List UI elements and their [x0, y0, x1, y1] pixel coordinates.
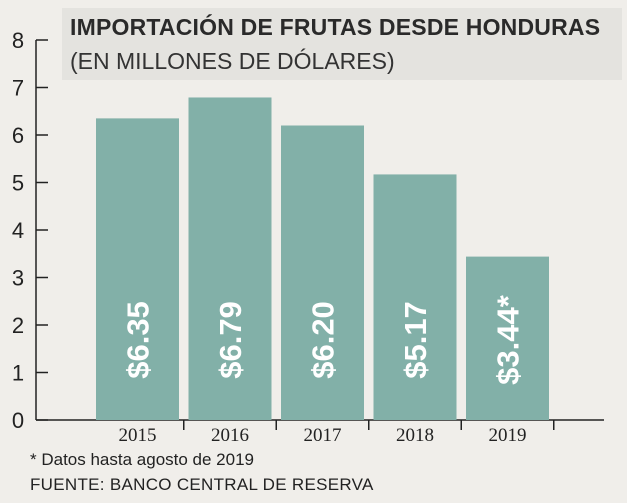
title-background [62, 8, 622, 80]
y-tick-label: 4 [12, 218, 24, 243]
x-tick-label: 2017 [304, 425, 342, 446]
data-label: $6.35 [121, 301, 156, 379]
data-label: $6.20 [306, 301, 341, 379]
bar-chart: 0 1 2 3 4 5 6 7 8 2015 $6.35 2016 $6.79 2017 $6.20 2018… [12, 28, 604, 446]
bar [281, 125, 364, 420]
y-tick-label: 5 [12, 171, 24, 196]
data-label: $3.44* [491, 294, 526, 385]
y-tick-label: 1 [12, 361, 24, 386]
y-tick-label: 7 [12, 76, 24, 101]
y-tick-label: 2 [12, 313, 24, 338]
source-credit: FUENTE: BANCO CENTRAL DE RESERVA [30, 475, 374, 494]
y-tick-label: 3 [12, 266, 24, 291]
chart-subtitle: (EN MILLONES DE DÓLARES) [70, 48, 395, 74]
x-tick-label: 2018 [396, 425, 434, 446]
x-tick-label: 2015 [119, 425, 157, 446]
x-tick-label: 2019 [489, 425, 527, 446]
chart-title: IMPORTACIÓN DE FRUTAS DESDE HONDURAS [70, 14, 601, 40]
bar [373, 174, 457, 420]
data-label: $5.17 [398, 301, 433, 379]
y-tick-label: 6 [12, 123, 24, 148]
bar [466, 256, 549, 420]
bar [96, 118, 179, 420]
bar [188, 97, 272, 420]
footnote: * Datos hasta agosto de 2019 [30, 450, 254, 469]
y-tick-label: 0 [12, 408, 24, 433]
data-label: $6.79 [213, 301, 248, 379]
x-tick-label: 2016 [211, 425, 249, 446]
y-tick-label: 8 [12, 28, 24, 53]
